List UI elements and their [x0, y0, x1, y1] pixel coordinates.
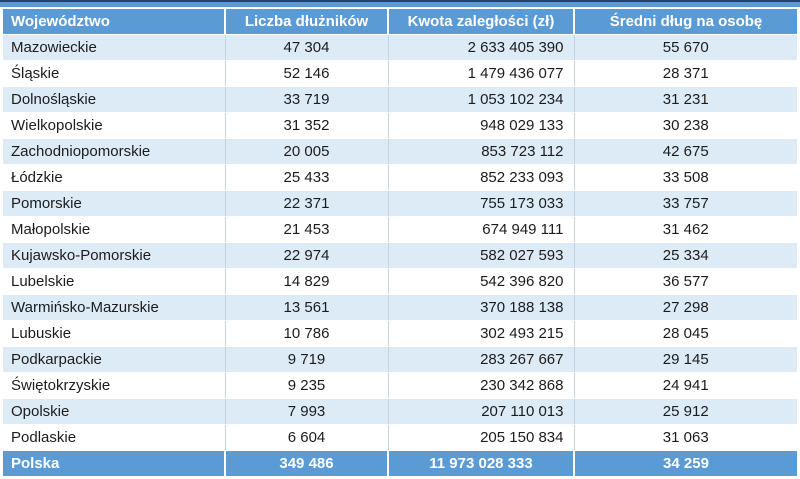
cell-wojewodztwo: Świętokrzyskie: [3, 372, 225, 399]
cell-kwota-zaleglosci: 207 110 013: [387, 398, 574, 425]
cell-kwota-zaleglosci: 283 267 667: [387, 346, 574, 373]
cell-sredni-dlug: 42 675: [573, 138, 797, 165]
table-row: Łódzkie 25 433 852 233 093 33 508: [3, 164, 797, 191]
cell-sredni-dlug: 31 063: [573, 424, 797, 451]
cell-wojewodztwo: Śląskie: [3, 60, 225, 87]
cell-sredni-dlug: 25 912: [573, 398, 797, 425]
table-row: Dolnośląskie 33 719 1 053 102 234 31 231: [3, 86, 797, 113]
cell-kwota-zaleglosci: 302 493 215: [387, 320, 574, 347]
table-row: Lubuskie 10 786 302 493 215 28 045: [3, 320, 797, 347]
total-sredni-dlug: 34 259: [573, 450, 797, 477]
cell-wojewodztwo: Opolskie: [3, 398, 225, 425]
cell-wojewodztwo: Wielkopolskie: [3, 112, 225, 139]
total-row: Polska 349 486 11 973 028 333 34 259: [3, 450, 797, 477]
table-row: Lubelskie 14 829 542 396 820 36 577: [3, 268, 797, 295]
table-body: Mazowieckie 47 304 2 633 405 390 55 670 Śląs…: [3, 34, 797, 451]
column-header-wojewodztwo: Województwo: [3, 9, 225, 35]
cell-wojewodztwo: Warmińsko-Mazurskie: [3, 294, 225, 321]
column-header-kwota-zaleglosci: Kwota zaległości (zł): [387, 9, 574, 35]
cell-liczba-dluznikow: 47 304: [224, 34, 388, 61]
table-row: Podkarpackie 9 719 283 267 667 29 145: [3, 346, 797, 373]
cell-wojewodztwo: Pomorskie: [3, 190, 225, 217]
table-row: Podlaskie 6 604 205 150 834 31 063: [3, 424, 797, 451]
cell-wojewodztwo: Podlaskie: [3, 424, 225, 451]
cell-wojewodztwo: Małopolskie: [3, 216, 225, 243]
cell-sredni-dlug: 36 577: [573, 268, 797, 295]
cell-wojewodztwo: Kujawsko-Pomorskie: [3, 242, 225, 269]
cell-kwota-zaleglosci: 2 633 405 390: [387, 34, 574, 61]
cell-liczba-dluznikow: 10 786: [224, 320, 388, 347]
cell-liczba-dluznikow: 14 829: [224, 268, 388, 295]
cell-kwota-zaleglosci: 542 396 820: [387, 268, 574, 295]
cell-liczba-dluznikow: 21 453: [224, 216, 388, 243]
table-row: Zachodniopomorskie 20 005 853 723 112 42 67…: [3, 138, 797, 165]
table-row: Kujawsko-Pomorskie 22 974 582 027 593 25 33…: [3, 242, 797, 269]
cell-liczba-dluznikow: 25 433: [224, 164, 388, 191]
table-row: Wielkopolskie 31 352 948 029 133 30 238: [3, 112, 797, 139]
column-header-sredni-dlug: Średni dług na osobę: [573, 9, 797, 35]
cell-kwota-zaleglosci: 1 053 102 234: [387, 86, 574, 113]
cell-wojewodztwo: Podkarpackie: [3, 346, 225, 373]
total-row-label: Polska: [3, 450, 225, 477]
cell-sredni-dlug: 31 231: [573, 86, 797, 113]
cell-kwota-zaleglosci: 370 188 138: [387, 294, 574, 321]
cell-wojewodztwo: Lubuskie: [3, 320, 225, 347]
cell-sredni-dlug: 33 757: [573, 190, 797, 217]
cell-sredni-dlug: 55 670: [573, 34, 797, 61]
cell-liczba-dluznikow: 31 352: [224, 112, 388, 139]
table-row: Pomorskie 22 371 755 173 033 33 757: [3, 190, 797, 217]
cell-liczba-dluznikow: 7 993: [224, 398, 388, 425]
cell-kwota-zaleglosci: 230 342 868: [387, 372, 574, 399]
cell-sredni-dlug: 27 298: [573, 294, 797, 321]
cell-sredni-dlug: 29 145: [573, 346, 797, 373]
total-liczba-dluznikow: 349 486: [224, 450, 388, 477]
cell-sredni-dlug: 28 045: [573, 320, 797, 347]
cell-sredni-dlug: 31 462: [573, 216, 797, 243]
cell-wojewodztwo: Mazowieckie: [3, 34, 225, 61]
cell-liczba-dluznikow: 9 719: [224, 346, 388, 373]
cell-kwota-zaleglosci: 205 150 834: [387, 424, 574, 451]
cell-kwota-zaleglosci: 755 173 033: [387, 190, 574, 217]
table-row: Śląskie 52 146 1 479 436 077 28 371: [3, 60, 797, 87]
table-row: Mazowieckie 47 304 2 633 405 390 55 670: [3, 34, 797, 61]
cell-wojewodztwo: Zachodniopomorskie: [3, 138, 225, 165]
cell-kwota-zaleglosci: 853 723 112: [387, 138, 574, 165]
cell-sredni-dlug: 28 371: [573, 60, 797, 87]
cell-sredni-dlug: 25 334: [573, 242, 797, 269]
cell-liczba-dluznikow: 22 371: [224, 190, 388, 217]
cell-liczba-dluznikow: 22 974: [224, 242, 388, 269]
cell-liczba-dluznikow: 6 604: [224, 424, 388, 451]
table-row: Świętokrzyskie 9 235 230 342 868 24 941: [3, 372, 797, 399]
cell-kwota-zaleglosci: 1 479 436 077: [387, 60, 574, 87]
cell-liczba-dluznikow: 52 146: [224, 60, 388, 87]
cell-sredni-dlug: 33 508: [573, 164, 797, 191]
table-row: Opolskie 7 993 207 110 013 25 912: [3, 398, 797, 425]
cell-liczba-dluznikow: 13 561: [224, 294, 388, 321]
column-header-liczba-dluznikow: Liczba dłużników: [224, 9, 388, 35]
cell-wojewodztwo: Łódzkie: [3, 164, 225, 191]
table-row: Małopolskie 21 453 674 949 111 31 462: [3, 216, 797, 243]
cell-sredni-dlug: 30 238: [573, 112, 797, 139]
cell-sredni-dlug: 24 941: [573, 372, 797, 399]
cell-kwota-zaleglosci: 948 029 133: [387, 112, 574, 139]
header-row: Województwo Liczba dłużników Kwota zaleg…: [3, 9, 797, 35]
cell-liczba-dluznikow: 9 235: [224, 372, 388, 399]
cell-kwota-zaleglosci: 582 027 593: [387, 242, 574, 269]
total-kwota-zaleglosci: 11 973 028 333: [387, 450, 574, 477]
cropped-blue-bar-top-edge: [0, 0, 800, 7]
cell-kwota-zaleglosci: 852 233 093: [387, 164, 574, 191]
cell-wojewodztwo: Lubelskie: [3, 268, 225, 295]
table-row: Warmińsko-Mazurskie 13 561 370 188 138 27 2…: [3, 294, 797, 321]
debtors-by-voivodeship-table: Województwo Liczba dłużników Kwota zaleg…: [3, 9, 797, 477]
cell-liczba-dluznikow: 33 719: [224, 86, 388, 113]
cell-wojewodztwo: Dolnośląskie: [3, 86, 225, 113]
cell-liczba-dluznikow: 20 005: [224, 138, 388, 165]
cell-kwota-zaleglosci: 674 949 111: [387, 216, 574, 243]
